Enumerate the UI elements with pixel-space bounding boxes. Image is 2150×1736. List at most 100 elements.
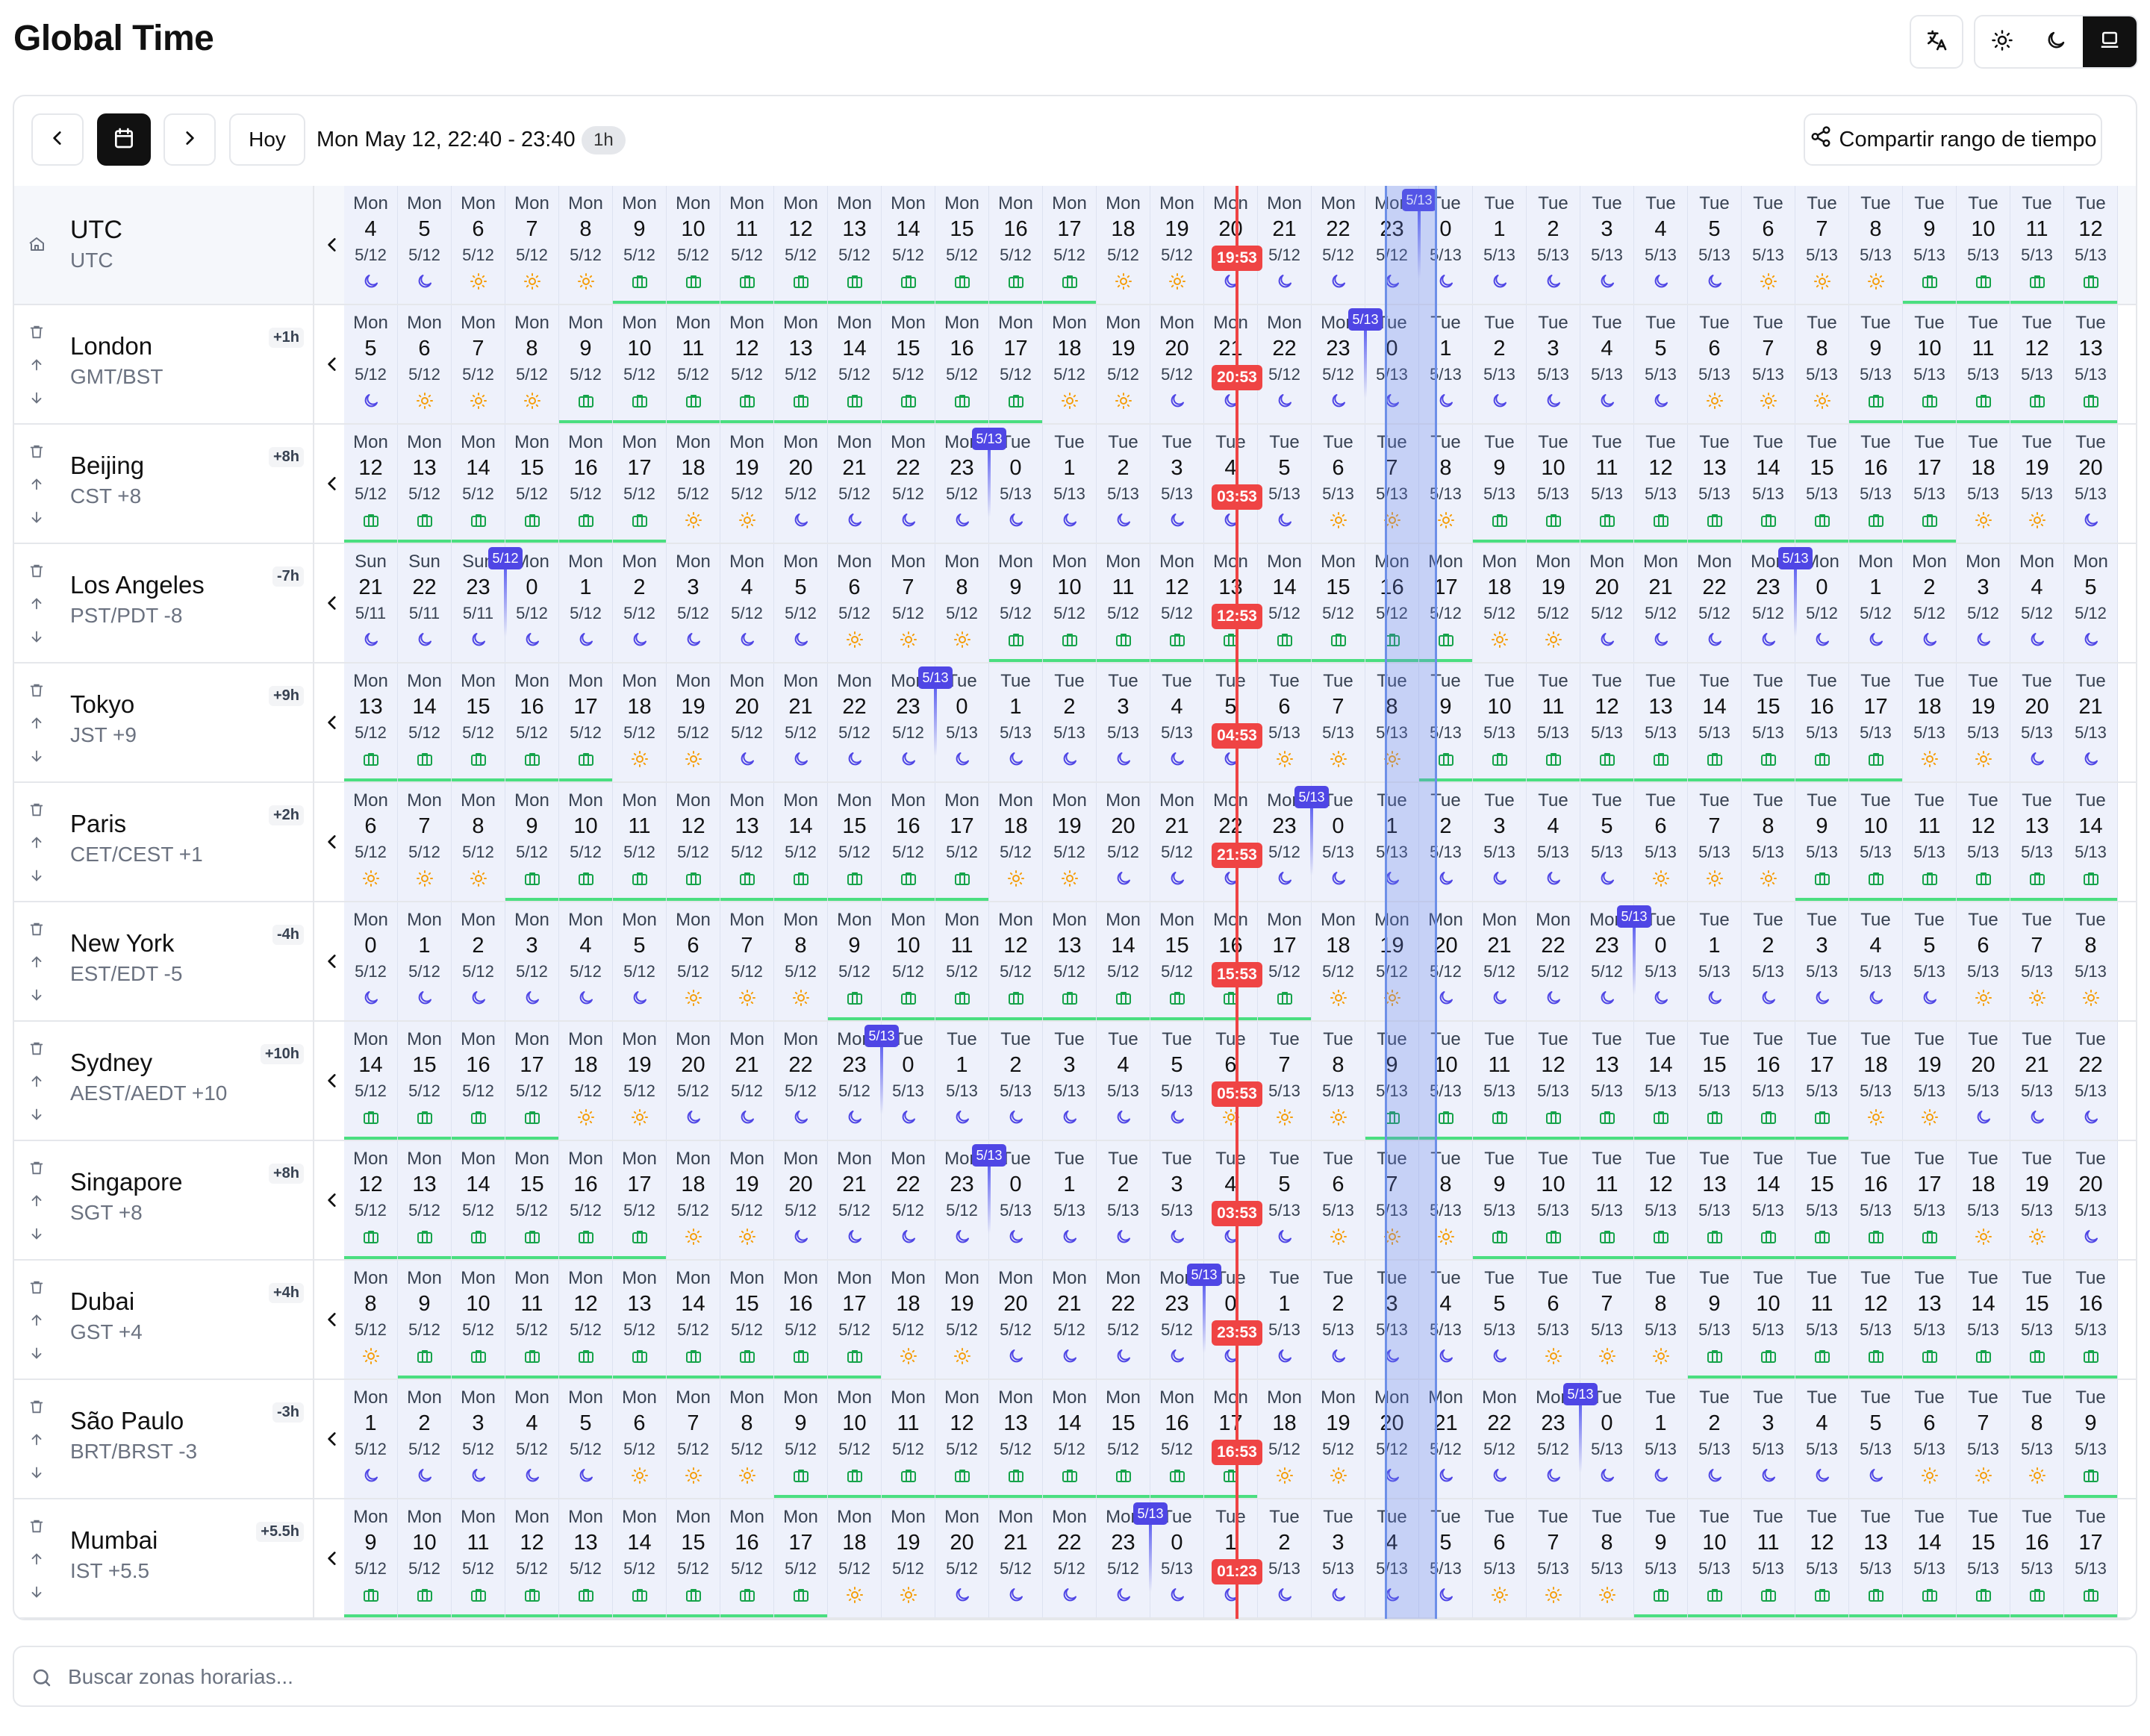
hour-cell[interactable]: Tue 12 5/13 [1634, 1141, 1688, 1259]
hour-cell[interactable]: Mon 8 5/12 [559, 186, 613, 304]
hour-cell[interactable]: Mon 18 5/12 [1097, 186, 1150, 304]
hour-cell[interactable]: Mon 14 5/12 [1097, 902, 1150, 1020]
hour-cell[interactable]: Tue 8 5/13 [1742, 783, 1795, 901]
hour-cell[interactable]: Mon 10 5/12 [452, 1261, 505, 1379]
hour-cell[interactable]: Tue 9 5/13 [1634, 1499, 1688, 1617]
hour-cell[interactable]: Tue 10 5/13 [1688, 1499, 1742, 1617]
hour-cell[interactable]: Tue 8 5/13 [1365, 664, 1419, 781]
hour-cell[interactable]: Tue 14 5/13 [1742, 425, 1795, 543]
hour-cell[interactable]: Tue 15 5/13 [1795, 425, 1849, 543]
hour-cell[interactable]: Tue 8 5/13 [2064, 902, 2118, 1020]
hour-cell[interactable]: Mon 14 5/12 [1258, 544, 1312, 662]
hour-cell[interactable]: Tue 12 5/13 [2010, 305, 2064, 423]
hour-cell[interactable]: Mon 12 5/12 [344, 425, 398, 543]
hour-cell[interactable]: Tue 13 5/13 [1634, 664, 1688, 781]
hour-cell[interactable]: Mon 7 5/12 [505, 186, 559, 304]
hour-cell[interactable]: Mon 15 5/12 [398, 1022, 452, 1140]
hour-cell[interactable]: Tue 13 5/13 [1849, 1499, 1903, 1617]
hour-cell[interactable]: Mon 6 5/12 [667, 902, 720, 1020]
hour-cell[interactable]: Mon 8 5/12 [774, 902, 828, 1020]
hour-cell[interactable]: Mon 14 5/12 [344, 1022, 398, 1140]
today-button[interactable]: Hoy [229, 113, 305, 166]
hour-cell[interactable]: Mon 23 5/12 [1742, 544, 1795, 662]
hour-cell[interactable]: Tue 2 5/13 [1527, 186, 1580, 304]
chevron-left-icon[interactable] [322, 1546, 343, 1571]
hour-cell[interactable]: Tue 2 5/13 [1473, 305, 1527, 423]
hour-cell[interactable]: Mon 12 5/12 [774, 186, 828, 304]
arrow-down-icon[interactable] [28, 1225, 46, 1243]
hour-cell[interactable]: Mon 12 5/12 [989, 902, 1043, 1020]
hour-cell[interactable]: Tue 9 5/13 [1795, 783, 1849, 901]
hour-cell[interactable]: Tue 3 5/13 [1742, 1380, 1795, 1498]
hour-cell[interactable]: Tue 2 5/13 [1097, 1141, 1150, 1259]
dark-theme-button[interactable] [2029, 16, 2083, 67]
selected-range-column[interactable] [1385, 186, 1437, 1619]
hour-cell[interactable]: Tue 18 5/13 [1957, 425, 2010, 543]
previous-button[interactable] [31, 113, 84, 166]
hour-cell[interactable]: Mon 18 5/12 [667, 1141, 720, 1259]
hour-cell[interactable]: Tue 2 5/13 [1312, 1261, 1365, 1379]
arrow-down-icon[interactable] [28, 1344, 46, 1362]
hour-cell[interactable]: Tue 9 5/13 [1365, 1022, 1419, 1140]
calendar-button[interactable] [97, 113, 151, 166]
hour-cell[interactable]: Tue 22 5/13 [2064, 1022, 2118, 1140]
hour-cell[interactable]: Mon 18 5/12 [882, 1261, 935, 1379]
hour-cell[interactable]: Mon 19 5/12 [1527, 544, 1580, 662]
hour-cell[interactable]: Mon 14 5/12 [882, 186, 935, 304]
hour-cell[interactable]: Tue 14 5/13 [1634, 1022, 1688, 1140]
hour-cell[interactable]: Tue 10 5/13 [1903, 305, 1957, 423]
hour-cell[interactable]: Tue 3 5/13 [1043, 1022, 1097, 1140]
hour-cell[interactable]: Tue 12 5/13 [1634, 425, 1688, 543]
hour-cell[interactable]: Tue 15 5/13 [1742, 664, 1795, 781]
hour-cell[interactable]: Mon 9 5/12 [613, 186, 667, 304]
hour-cell[interactable]: Tue 11 5/13 [1795, 1261, 1849, 1379]
hour-cell[interactable]: Tue 11 5/13 [1903, 783, 1957, 901]
hour-cell[interactable]: Tue 12 5/13 [1849, 1261, 1903, 1379]
hour-cell[interactable]: Mon 18 5/12 [559, 1022, 613, 1140]
hour-cell[interactable]: Mon 6 5/12 [398, 305, 452, 423]
hour-cell[interactable]: Mon 3 5/12 [505, 902, 559, 1020]
arrow-up-icon[interactable] [28, 356, 46, 374]
hour-cell[interactable]: Mon 11 5/12 [452, 1499, 505, 1617]
hour-cell[interactable]: Mon 3 5/12 [452, 1380, 505, 1498]
next-button[interactable] [163, 113, 216, 166]
hour-cell[interactable]: Tue 16 5/13 [2064, 1261, 2118, 1379]
hour-cell[interactable]: Mon 19 5/12 [1097, 305, 1150, 423]
arrow-down-icon[interactable] [28, 389, 46, 407]
hour-cell[interactable]: Tue 17 5/13 [1849, 664, 1903, 781]
hour-cell[interactable]: Tue 3 5/13 [1365, 1261, 1419, 1379]
chevron-left-icon[interactable] [322, 1068, 343, 1093]
hour-cell[interactable]: Tue 12 5/13 [1795, 1499, 1849, 1617]
hour-cell[interactable]: Mon 14 5/12 [774, 783, 828, 901]
trash-icon[interactable] [28, 1398, 46, 1416]
hour-cell[interactable]: Mon 14 5/12 [452, 425, 505, 543]
hour-cell[interactable]: Tue 3 5/13 [1527, 305, 1580, 423]
hour-cell[interactable]: Tue 11 5/13 [1742, 1499, 1795, 1617]
hour-cell[interactable]: Tue 12 5/13 [1957, 783, 2010, 901]
